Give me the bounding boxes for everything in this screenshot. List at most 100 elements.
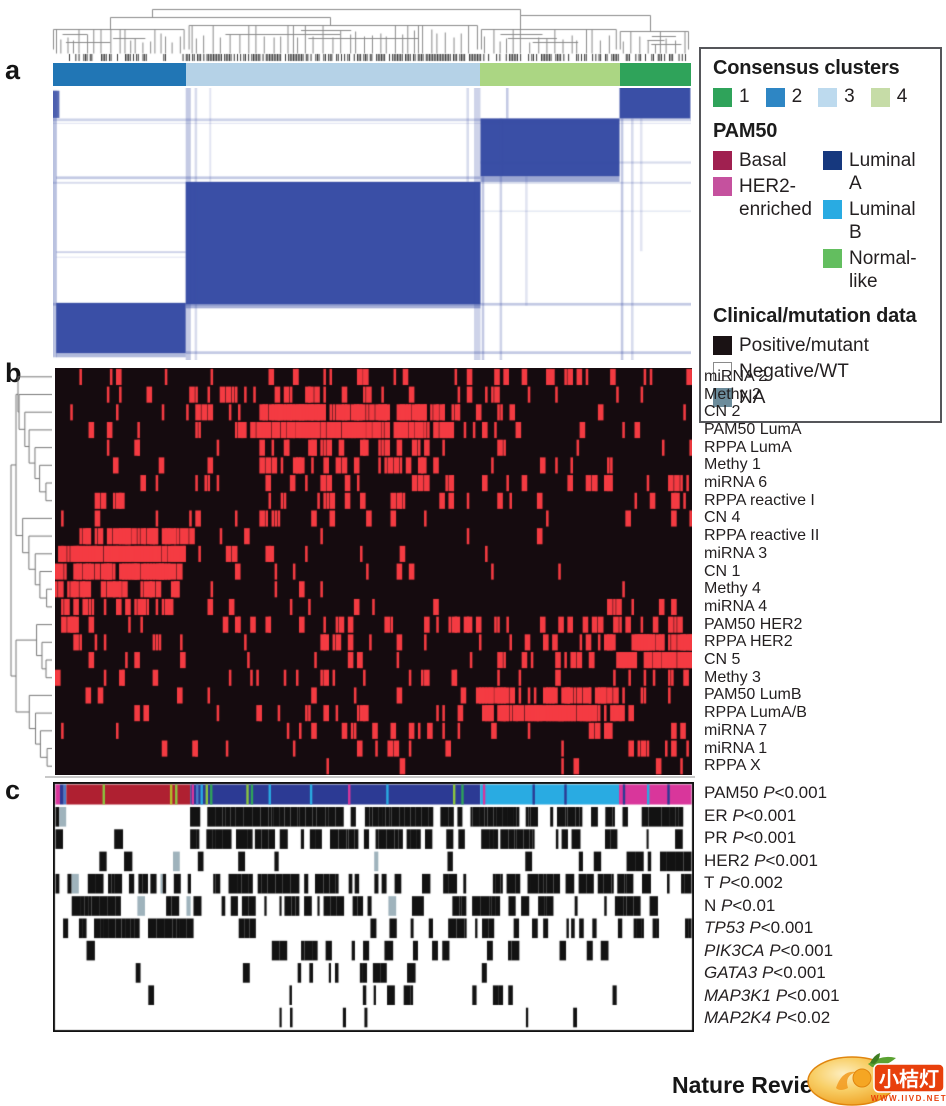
consensus-cluster-4-segment — [480, 63, 620, 86]
clinical-row-labels: PAM50 P <0.001 ER P <0.001 PR P <0.001 HER2 P <… — [704, 782, 944, 1032]
panel-c-label: c — [5, 775, 21, 805]
p-value-symbol: P — [775, 1008, 788, 1028]
column-dendrogram — [50, 1, 692, 62]
cluster-2-swatch — [765, 87, 785, 107]
legend-clinical-title: Clinical/mutation data — [713, 305, 917, 327]
c-row-label: MAP3K1 P <0.001 — [704, 985, 840, 1008]
b-row-label: Methy 3 — [704, 668, 761, 686]
cluster-3-swatch — [818, 87, 838, 107]
consensus-cluster-1-segment — [619, 63, 691, 86]
p-value: <0.001 — [743, 805, 797, 825]
c-row-gene: PIK3CA — [704, 940, 765, 960]
c-row-label: PIK3CA P <0.001 — [704, 940, 833, 963]
positive-mutant-label: Positive/mutant — [739, 335, 869, 356]
na-swatch — [713, 388, 732, 407]
p-value: <0.001 — [780, 940, 834, 960]
legend-item-normal-like: Normal-like — [823, 247, 932, 293]
cluster-4-swatch — [870, 87, 890, 107]
b-row-label: CN 4 — [704, 509, 741, 527]
b-row-label: CN 5 — [704, 651, 741, 669]
c-row-gene: PAM50 — [704, 783, 759, 803]
watermark-title: 小桔灯 — [879, 1067, 939, 1091]
c-row-gene: MAP3K1 — [704, 985, 772, 1005]
p-value: <0.001 — [774, 783, 828, 803]
b-row-label: Methy 2 — [704, 385, 761, 403]
cluster-4-label: 4 — [896, 86, 908, 107]
b-row-label: CN 2 — [704, 403, 741, 421]
journal-caption: Nature Revie — [672, 1072, 813, 1098]
c-row-gene: TP53 — [704, 918, 745, 938]
p-value-symbol: P — [719, 873, 731, 893]
legend-item-na: NA — [713, 386, 932, 409]
cluster-membership-heatmap — [55, 368, 692, 775]
b-row-label: PAM50 LumB — [704, 686, 802, 704]
p-value-symbol: P — [763, 783, 775, 803]
cluster-3-label: 3 — [844, 86, 855, 107]
legend-box: Consensus clusters 1 2 3 4 PAM50 Basal H… — [699, 47, 942, 423]
c-row-gene: T — [704, 873, 715, 893]
legend-item-positive-mutant: Positive/mutant — [713, 334, 932, 357]
legend-pam50-items: Basal HER2-enriched Luminal A Luminal B … — [713, 149, 932, 293]
b-row-label: CN 1 — [704, 562, 741, 580]
watermark-banner — [873, 1063, 945, 1093]
p-value: <0.001 — [773, 963, 826, 983]
b-row-label: PAM50 HER2 — [704, 615, 803, 633]
legend-consensus-title: Consensus clusters — [713, 57, 900, 79]
legend-item-luminal-b: Luminal B — [823, 198, 932, 244]
luminal-b-label: Luminal B — [849, 199, 916, 243]
legend-item-cluster-2: 2 — [765, 86, 803, 108]
b-row-label: miRNA 1 — [704, 739, 768, 757]
watermark-url: WWW.IIVD.NET — [871, 1094, 946, 1103]
b-row-label: miRNA 2 — [704, 367, 768, 385]
luminal-b-swatch — [823, 200, 842, 219]
consensus-cluster-2-segment — [53, 63, 187, 86]
c-row-gene: HER2 — [704, 850, 750, 870]
p-value: <0.002 — [730, 873, 783, 893]
consensus-cluster-bar — [53, 63, 691, 86]
legend-item-her2-enriched: HER2-enriched — [713, 175, 823, 221]
negative-wt-swatch — [713, 362, 732, 381]
leaf-dark-icon — [870, 1053, 880, 1064]
b-row-label: RPPA reactive II — [704, 527, 820, 545]
p-value: <0.01 — [732, 895, 776, 915]
c-row-label: PR P <0.001 — [704, 827, 796, 850]
p-value: <0.001 — [765, 850, 818, 870]
c-row-label: N P <0.01 — [704, 895, 775, 918]
basal-label: Basal — [739, 150, 787, 171]
her2-enriched-swatch — [713, 177, 732, 196]
c-row-label: TP53 P <0.001 — [704, 917, 813, 940]
p-value-symbol: P — [754, 850, 766, 870]
b-row-label: RPPA reactive I — [704, 491, 815, 509]
c-row-gene: PR — [704, 828, 728, 848]
b-row-label: miRNA 3 — [704, 544, 768, 562]
p-value: <0.001 — [787, 985, 840, 1005]
c-row-label: MAP2K4 P <0.02 — [704, 1007, 830, 1030]
legend-pam50-title: PAM50 — [713, 120, 778, 142]
c-row-gene: ER — [704, 805, 728, 825]
legend-item-cluster-4: 4 — [870, 86, 908, 108]
consensus-matrix-heatmap — [53, 88, 691, 360]
luminal-a-swatch — [823, 151, 842, 170]
normal-like-swatch — [823, 249, 842, 268]
p-value-symbol: P — [769, 940, 781, 960]
normal-like-label: Normal-like — [849, 248, 917, 292]
c-row-label: PAM50 P <0.001 — [704, 782, 827, 805]
legend-item-negative-wt: Negative/WT — [713, 360, 932, 383]
c-row-gene: GATA3 — [704, 963, 758, 983]
watermark: 小桔灯 WWW.IIVD.NET — [806, 1048, 946, 1106]
p-value-symbol: P — [732, 828, 744, 848]
consensus-cluster-3-segment — [186, 63, 481, 86]
leaf-icon — [868, 1056, 896, 1068]
b-row-label: miRNA 4 — [704, 597, 768, 615]
b-row-label: miRNA 7 — [704, 721, 768, 739]
na-label: NA — [739, 387, 766, 408]
legend-item-basal: Basal — [713, 149, 823, 172]
c-row-label: T P <0.002 — [704, 872, 783, 895]
c-row-gene: N — [704, 895, 717, 915]
cluster-2-label: 2 — [791, 86, 803, 107]
p-value-symbol: P — [749, 918, 761, 938]
b-row-label: miRNA 6 — [704, 474, 768, 492]
c-row-label: ER P <0.001 — [704, 805, 796, 828]
c-row-label: GATA3 P <0.001 — [704, 962, 826, 985]
c-row-gene: MAP2K4 — [704, 1008, 772, 1028]
